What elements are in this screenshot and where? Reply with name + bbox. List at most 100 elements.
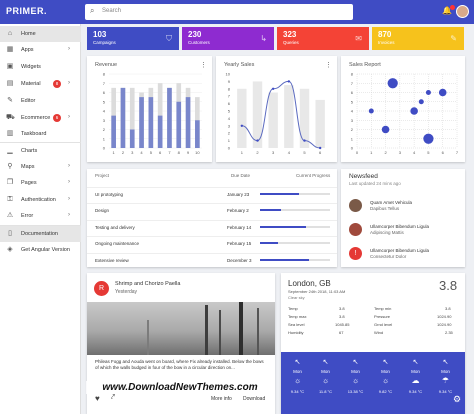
more-icon[interactable]: ⋮ bbox=[200, 62, 207, 69]
due-date: February 2 bbox=[227, 207, 249, 213]
x-tick-label: 3 bbox=[272, 150, 275, 155]
stat-card-queries[interactable]: 323 Queries ✉ bbox=[277, 27, 369, 50]
table-row[interactable]: Ongoing maintenance February 15 bbox=[87, 236, 337, 248]
sidebar-item-error[interactable]: ⚠ Error › bbox=[0, 208, 81, 224]
weather-city: London, GB bbox=[288, 279, 331, 288]
maps-icon: ⚲ bbox=[7, 163, 13, 170]
column-header: Project bbox=[95, 173, 110, 178]
sidebar-item-angular[interactable]: ◈ Get Angular Version bbox=[0, 242, 81, 258]
more-info-button[interactable]: More info bbox=[211, 396, 232, 402]
settings-fab[interactable]: ⚙ bbox=[449, 391, 465, 407]
app-logo[interactable]: PRIMER. bbox=[6, 6, 48, 16]
weather-key: Temp bbox=[288, 306, 298, 311]
table-row[interactable]: UI prototyping January 23 bbox=[87, 187, 337, 199]
top-bar: PRIMER. ⌕ Search 🔔 bbox=[0, 0, 474, 24]
stat-label: Queries bbox=[283, 40, 299, 45]
y-tick-label: 2 bbox=[228, 131, 231, 136]
weather-row: Temp max 3.8 bbox=[281, 314, 381, 320]
news-name: Quam Amet Vehicula bbox=[370, 200, 413, 205]
sidebar-item-pages[interactable]: ❐ Pages › bbox=[0, 175, 81, 191]
weather-key: Humidity bbox=[288, 330, 304, 335]
news-item[interactable]: Quam Amet Vehicula Dapibus Tellus bbox=[341, 196, 471, 218]
search-input[interactable]: ⌕ Search bbox=[85, 4, 353, 20]
avatar[interactable] bbox=[456, 5, 469, 18]
bell-icon[interactable]: 🔔 bbox=[442, 6, 452, 15]
sidebar-item-documentation[interactable]: ▯ Documentation bbox=[0, 226, 81, 242]
sidebar-item-home[interactable]: ⌂ Home bbox=[0, 26, 81, 42]
watermark: www.DownloadNewThemes.com bbox=[86, 381, 274, 394]
y-tick-label: 5 bbox=[103, 99, 106, 104]
weather-card: London, GB September 24th 2018, 11:03 AM… bbox=[281, 273, 465, 414]
news-item[interactable]: ! Ullamcorper Bibendum Ligula Consectetu… bbox=[341, 244, 471, 266]
weather-key: Temp max bbox=[288, 314, 307, 319]
table-row[interactable]: Testing and delivery February 14 bbox=[87, 220, 337, 232]
weather-value: 2.35 bbox=[445, 330, 453, 335]
forecast-strip: ↖ Mon ☼ 9.34 °C ↖ Mon ☼ 11.8 °C ↖ Mon ☼ … bbox=[281, 352, 465, 414]
gear-icon: ⚙ bbox=[452, 394, 462, 404]
more-icon[interactable]: ⋮ bbox=[325, 62, 332, 69]
bar bbox=[148, 97, 154, 148]
sidebar-item-widgets[interactable]: ▣ Widgets bbox=[0, 59, 81, 75]
share-icon[interactable]: ⤤ bbox=[111, 394, 115, 401]
sidebar-item-charts[interactable]: ▁ Charts bbox=[0, 143, 81, 159]
y-tick-label: 2 bbox=[351, 127, 354, 132]
x-tick-label: 4 bbox=[288, 150, 291, 155]
stat-card-customers[interactable]: 230 Customers ↳ bbox=[182, 27, 274, 50]
y-tick-label: 3 bbox=[103, 118, 106, 123]
sidebar-item-label: Material bbox=[21, 81, 41, 87]
y-tick-label: 3 bbox=[228, 123, 231, 128]
chevron-icon: › bbox=[68, 46, 70, 52]
forecast-day-label: Mon bbox=[441, 369, 450, 374]
y-tick-label: 4 bbox=[228, 116, 231, 121]
progress-bar bbox=[260, 259, 330, 261]
sidebar-item-apps[interactable]: ▦ Apps › bbox=[0, 42, 81, 58]
news-text: Dapibus Tellus bbox=[370, 206, 400, 211]
heart-icon[interactable]: ♥ bbox=[95, 394, 100, 403]
weather-value: 3.8 bbox=[445, 306, 451, 311]
forecast-day-label: Mon bbox=[381, 369, 390, 374]
data-point bbox=[271, 87, 275, 90]
forecast-day: ↖ Mon ☼ 13.38 °C bbox=[339, 352, 372, 405]
error-icon: ⚠ bbox=[6, 212, 14, 219]
forecast-day: ↖ Mon ☼ 11.8 °C bbox=[309, 352, 342, 405]
weather-row: Temp min 3.8 bbox=[367, 306, 467, 312]
chevron-icon: › bbox=[68, 196, 70, 202]
progress-bar bbox=[260, 209, 330, 211]
weather-row: Sea level 1045.85 bbox=[281, 322, 381, 328]
x-tick-label: 4 bbox=[413, 150, 416, 155]
x-tick-label: 6 bbox=[159, 150, 162, 155]
weather-row: Wind 2.35 bbox=[367, 330, 467, 336]
sidebar-item-taskboard[interactable]: ▥ Taskboard bbox=[0, 126, 81, 142]
y-tick-label: 8 bbox=[228, 86, 231, 91]
sidebar-item-label: Apps bbox=[21, 47, 34, 53]
sidebar-item-editor[interactable]: ✎ Editor bbox=[0, 93, 81, 109]
stat-card-campaigns[interactable]: 103 Campaigns ⛉ bbox=[87, 27, 179, 50]
search-placeholder: Search bbox=[102, 8, 122, 14]
y-tick-label: 6 bbox=[103, 90, 106, 95]
weather-condition: Clear sky bbox=[288, 295, 305, 300]
sidebar-item-material[interactable]: ▤ Material 8 › bbox=[0, 76, 81, 92]
yearly-sales-chart: 0 1 2 3 4 5 6 7 8 9 10 1 2 3 4 5 6 bbox=[226, 72, 325, 155]
download-button[interactable]: Download bbox=[243, 396, 266, 402]
chat-icon: ✎ bbox=[450, 34, 457, 43]
x-tick-label: 1 bbox=[241, 150, 244, 155]
table-row[interactable]: Extensive review December 3 bbox=[87, 253, 337, 265]
avatar bbox=[349, 199, 362, 212]
news-item[interactable]: Ullamcorper Bibendum Ligula Adipiscing M… bbox=[341, 220, 471, 242]
sidebar-item-ecommerce[interactable]: ⛟ Ecommerce 6 › bbox=[0, 110, 81, 126]
revenue-chart: 0 1 2 3 4 5 6 7 8 1 2 3 4 5 6 7 8 9 10 bbox=[103, 72, 202, 155]
sidebar-item-maps[interactable]: ⚲ Maps › bbox=[0, 159, 81, 175]
project-name: Testing and delivery bbox=[95, 224, 135, 230]
sidebar-item-label: Taskboard bbox=[21, 131, 47, 137]
news-text: Adipiscing Mattis bbox=[370, 230, 404, 235]
y-tick-label: 0 bbox=[103, 146, 106, 151]
wind-arrow-icon: ↖ bbox=[352, 359, 359, 366]
stat-card-invoices[interactable]: 870 Invoices ✎ bbox=[372, 27, 464, 50]
table-row[interactable]: Design February 2 bbox=[87, 203, 337, 215]
y-tick-label: 10 bbox=[226, 72, 231, 77]
progress-bar bbox=[260, 242, 330, 244]
chevron-icon: › bbox=[68, 114, 70, 120]
sidebar-item-authentication[interactable]: ⚿ Authentication › bbox=[0, 192, 81, 208]
weather-key: Grnd level bbox=[374, 322, 393, 327]
stat-label: Campaigns bbox=[93, 40, 116, 45]
